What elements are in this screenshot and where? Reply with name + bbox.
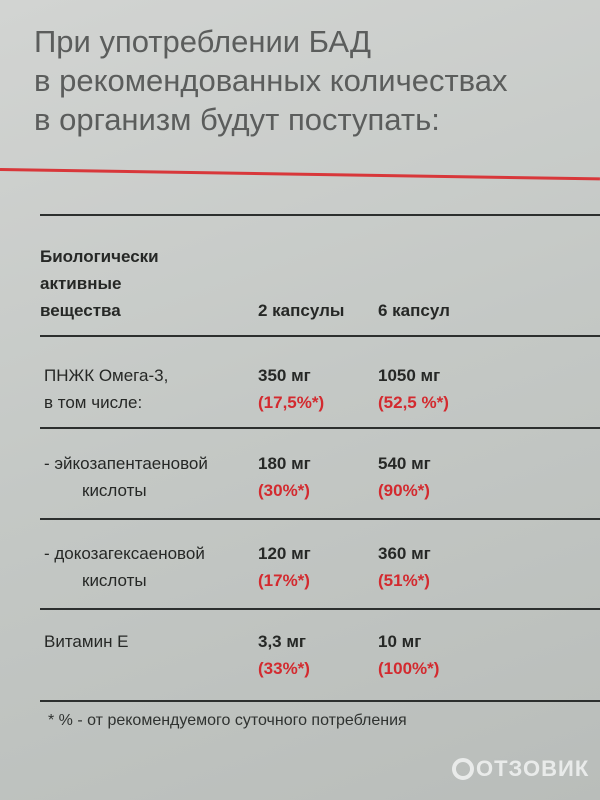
percent: (90%*)	[378, 481, 430, 500]
header-line: Биологически	[40, 247, 159, 266]
row-rule	[40, 518, 600, 520]
value: 3,3 мг	[258, 632, 307, 651]
percent: (17%*)	[258, 571, 310, 590]
row-name-line: Витамин Е	[44, 632, 129, 651]
value: 10 мг	[378, 632, 422, 651]
value: 1050 мг	[378, 366, 441, 385]
heading-line: в организм будут поступать:	[34, 102, 440, 137]
row-name-line: ПНЖК Омега-3,	[44, 366, 169, 385]
red-divider	[0, 168, 600, 181]
percent: (30%*)	[258, 481, 310, 500]
row-c3: 360 мг (51%*)	[378, 540, 431, 594]
percent: (100%*)	[378, 659, 440, 678]
table-top-rule	[40, 214, 600, 216]
value: 120 мг	[258, 544, 311, 563]
row-rule	[40, 427, 600, 429]
footnote: * % - от рекомендуемого суточного потреб…	[48, 712, 407, 729]
table-bottom-rule	[40, 700, 600, 702]
row-name-line: в том числе:	[44, 393, 143, 412]
row-name-line: - докозагексаеновой	[44, 544, 205, 563]
header-col1: Биологически активные вещества	[40, 243, 159, 324]
row-name: ПНЖК Омега-3, в том числе:	[44, 362, 168, 416]
percent: (52,5 %*)	[378, 393, 449, 412]
row-c3: 10 мг (100%*)	[378, 628, 439, 682]
value: 350 мг	[258, 366, 311, 385]
row-name: Витамин Е	[44, 628, 129, 655]
watermark: ОТЗОВИК	[452, 756, 589, 782]
percent: (17,5%*)	[258, 393, 325, 412]
percent: (33%*)	[258, 659, 310, 678]
row-c2: 180 мг (30%*)	[258, 450, 311, 504]
row-name-line: - эйкозапентаеновой	[44, 454, 208, 473]
row-rule	[40, 335, 600, 337]
value: 540 мг	[378, 454, 431, 473]
power-icon	[452, 758, 474, 780]
header-col3: 6 капсул	[378, 301, 450, 320]
row-c2: 350 мг (17,5%*)	[258, 362, 324, 416]
row-name: - докозагексаеновой кислоты	[44, 540, 205, 594]
row-c3: 540 мг (90%*)	[378, 450, 431, 504]
row-c2: 3,3 мг (33%*)	[258, 628, 310, 682]
heading: При употреблении БАД в рекомендованных к…	[34, 22, 508, 139]
value: 360 мг	[378, 544, 431, 563]
heading-line: При употреблении БАД	[34, 24, 372, 59]
row-c2: 120 мг (17%*)	[258, 540, 311, 594]
row-rule	[40, 608, 600, 610]
header-line: вещества	[40, 301, 121, 320]
percent: (51%*)	[378, 571, 430, 590]
heading-line: в рекомендованных количествах	[34, 63, 508, 98]
header-col2: 2 капсулы	[258, 301, 345, 320]
header-line: активные	[40, 274, 122, 293]
watermark-text: ОТЗОВИК	[476, 756, 590, 781]
value: 180 мг	[258, 454, 311, 473]
row-name: - эйкозапентаеновой кислоты	[44, 450, 208, 504]
row-c3: 1050 мг (52,5 %*)	[378, 362, 449, 416]
row-name-line: кислоты	[82, 571, 147, 590]
row-name-line: кислоты	[82, 481, 147, 500]
